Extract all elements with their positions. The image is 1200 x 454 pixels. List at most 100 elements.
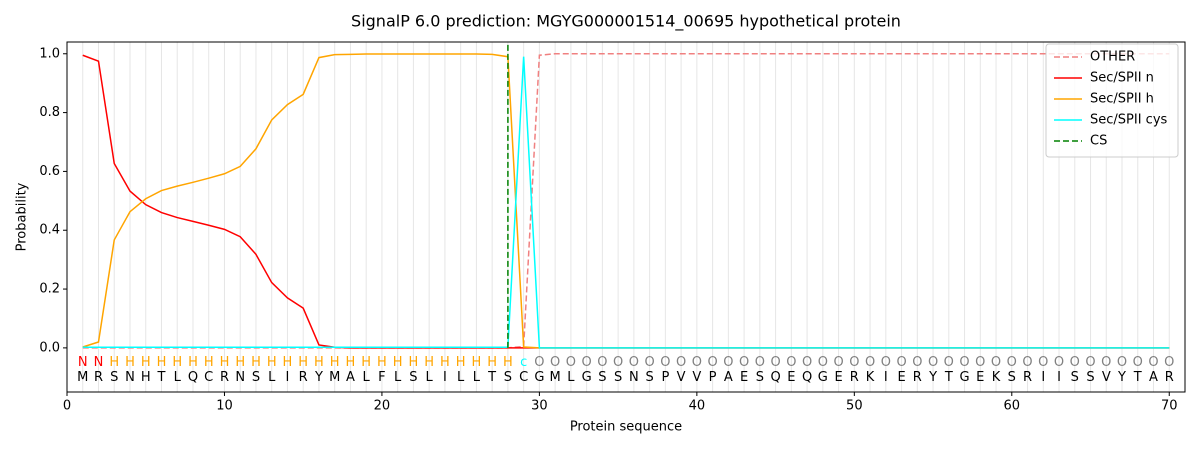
- residue: V: [677, 370, 686, 385]
- region-label: O: [959, 355, 969, 370]
- residue: I: [884, 370, 888, 385]
- region-label: O: [849, 355, 859, 370]
- y-tick-label: 0.2: [39, 282, 60, 297]
- residue: S: [110, 370, 118, 385]
- legend-label: Sec/SPII cys: [1090, 113, 1168, 128]
- region-label: O: [582, 355, 592, 370]
- residue: A: [724, 370, 733, 385]
- region-label: O: [566, 355, 576, 370]
- region-label: O: [629, 355, 639, 370]
- residue: S: [1086, 370, 1094, 385]
- residue: T: [944, 370, 953, 385]
- residue: V: [692, 370, 701, 385]
- region-label: H: [298, 355, 308, 370]
- residue: L: [567, 370, 575, 385]
- legend-label: Sec/SPII n: [1090, 71, 1154, 86]
- region-label: O: [896, 355, 906, 370]
- region-label: O: [928, 355, 938, 370]
- x-tick-label: 30: [531, 399, 548, 414]
- y-axis-label: Probability: [15, 182, 30, 251]
- residue: R: [913, 370, 922, 385]
- residue: G: [534, 370, 544, 385]
- region-label: O: [1054, 355, 1064, 370]
- x-axis-label: Protein sequence: [570, 420, 682, 435]
- region-label: H: [109, 355, 119, 370]
- region-label: O: [1133, 355, 1143, 370]
- region-label: O: [1148, 355, 1158, 370]
- region-label: O: [786, 355, 796, 370]
- region-label: O: [676, 355, 686, 370]
- region-label: O: [944, 355, 954, 370]
- region-label: O: [692, 355, 702, 370]
- region-label: H: [125, 355, 135, 370]
- region-label: H: [157, 355, 167, 370]
- residue: Q: [802, 370, 812, 385]
- residue: L: [394, 370, 402, 385]
- region-label: H: [141, 355, 151, 370]
- residue: S: [1008, 370, 1016, 385]
- residue: Y: [1117, 370, 1126, 385]
- residue: S: [756, 370, 764, 385]
- region-label: H: [220, 355, 230, 370]
- residue: E: [897, 370, 905, 385]
- residue: M: [329, 370, 340, 385]
- region-label: O: [660, 355, 670, 370]
- residue: R: [1023, 370, 1032, 385]
- region-label: H: [172, 355, 182, 370]
- residue: K: [992, 370, 1001, 385]
- y-tick-label: 0.8: [39, 105, 60, 120]
- x-tick-label: 20: [374, 399, 391, 414]
- legend-label: CS: [1090, 134, 1107, 149]
- series-line: [82, 53, 1170, 349]
- residue: S: [614, 370, 622, 385]
- residue: V: [1102, 370, 1111, 385]
- axes-frame: [66, 41, 1186, 393]
- region-label: O: [613, 355, 623, 370]
- region-label: H: [409, 355, 419, 370]
- region-label: O: [818, 355, 828, 370]
- residue: R: [850, 370, 859, 385]
- residue: T: [487, 370, 496, 385]
- residue: L: [457, 370, 465, 385]
- residue: Y: [928, 370, 937, 385]
- region-label: H: [377, 355, 387, 370]
- region-label: O: [833, 355, 843, 370]
- residue: S: [1071, 370, 1079, 385]
- region-label: O: [802, 355, 812, 370]
- residue: N: [235, 370, 245, 385]
- legend-box: [1045, 43, 1179, 158]
- residue: P: [661, 370, 669, 385]
- region-label: H: [487, 355, 497, 370]
- y-tick-label: 0.0: [39, 340, 60, 355]
- residue: I: [286, 370, 290, 385]
- region-label: O: [1117, 355, 1127, 370]
- x-tick-label: 0: [63, 399, 71, 414]
- residue: G: [960, 370, 970, 385]
- residue: T: [1133, 370, 1142, 385]
- y-tick-label: 1.0: [39, 46, 60, 61]
- residue: S: [504, 370, 512, 385]
- region-label: H: [393, 355, 403, 370]
- residue: N: [125, 370, 135, 385]
- residue: P: [709, 370, 717, 385]
- residue: L: [268, 370, 276, 385]
- region-label: H: [251, 355, 261, 370]
- residue: A: [1149, 370, 1158, 385]
- x-tick-label: 10: [216, 399, 233, 414]
- region-label: O: [1022, 355, 1032, 370]
- residue: T: [157, 370, 166, 385]
- residue: F: [378, 370, 385, 385]
- region-label: O: [1164, 355, 1174, 370]
- residue: R: [1165, 370, 1174, 385]
- region-label: O: [739, 355, 749, 370]
- legend-label: Sec/SPII h: [1090, 92, 1154, 107]
- series-line: [82, 56, 1170, 349]
- residue: I: [443, 370, 447, 385]
- residue: E: [976, 370, 984, 385]
- region-label: O: [912, 355, 922, 370]
- region-label: H: [267, 355, 277, 370]
- residue: R: [220, 370, 229, 385]
- series-line: [82, 54, 1170, 349]
- residue: S: [409, 370, 417, 385]
- region-label: O: [645, 355, 655, 370]
